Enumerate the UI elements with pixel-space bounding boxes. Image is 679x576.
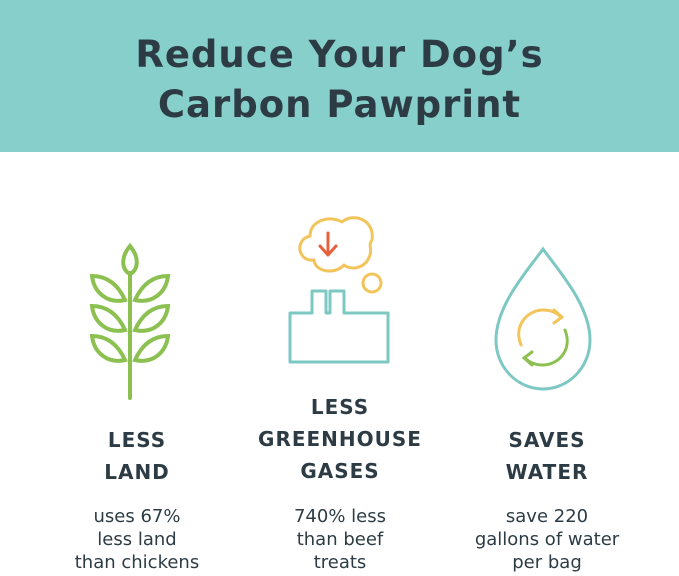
body-line: 740% less bbox=[293, 506, 386, 527]
factory-emissions-icon bbox=[288, 216, 390, 364]
heading-line: WATER bbox=[505, 460, 589, 484]
heading-line: GASES bbox=[300, 459, 380, 483]
header-banner: Reduce Your Dog’s Carbon Pawprint bbox=[0, 0, 679, 152]
heading-line: LESS bbox=[107, 428, 167, 452]
title-line-1: Reduce Your Dog’s bbox=[135, 33, 544, 76]
title-line-2: Carbon Pawprint bbox=[157, 83, 522, 126]
body-line: per bag bbox=[512, 552, 582, 573]
body-line: than chickens bbox=[74, 552, 200, 573]
water-drop-recycle-icon bbox=[494, 246, 592, 391]
body-line: less land bbox=[97, 529, 177, 550]
less-greenhouse-gases-description: 740% less than beef treats bbox=[230, 505, 450, 574]
body-line: save 220 bbox=[505, 506, 589, 527]
saves-water-description: save 220 gallons of water per bag bbox=[437, 505, 657, 574]
body-line: than beef bbox=[296, 529, 384, 550]
heading-line: LAND bbox=[104, 460, 170, 484]
less-land-heading: LESS LAND bbox=[27, 424, 247, 488]
less-greenhouse-gases-heading: LESS GREENHOUSE GASES bbox=[230, 391, 450, 487]
page-title: Reduce Your Dog’s Carbon Pawprint bbox=[0, 30, 679, 130]
leaf-branch-icon bbox=[89, 242, 171, 400]
body-line: gallons of water bbox=[474, 529, 620, 550]
saves-water-heading: SAVES WATER bbox=[437, 424, 657, 488]
less-land-description: uses 67% less land than chickens bbox=[27, 505, 247, 574]
heading-line: GREENHOUSE bbox=[258, 427, 422, 451]
body-line: uses 67% bbox=[93, 506, 181, 527]
heading-line: LESS bbox=[310, 395, 370, 419]
heading-line: SAVES bbox=[508, 428, 586, 452]
body-line: treats bbox=[313, 552, 367, 573]
